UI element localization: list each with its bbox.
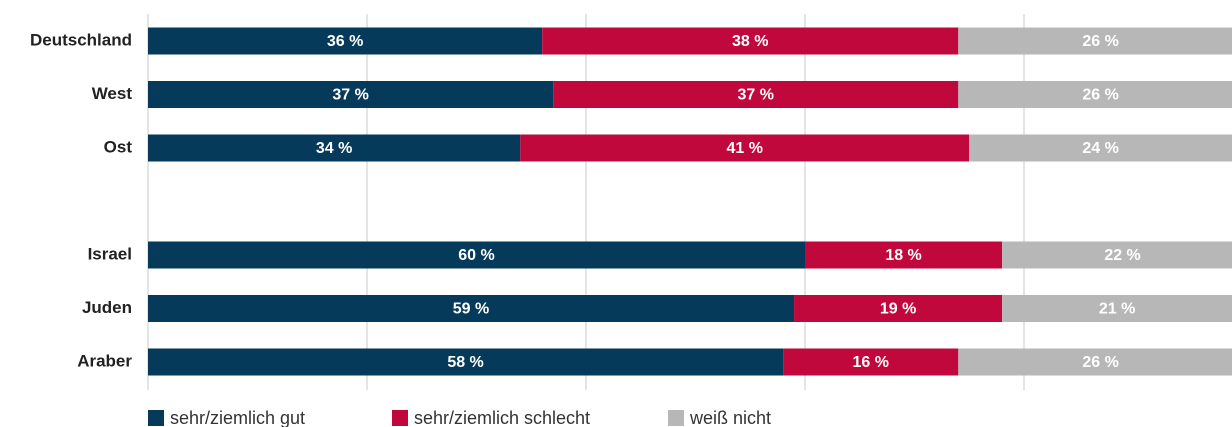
value-label: 36 % xyxy=(327,33,363,50)
bar-segment xyxy=(148,134,521,162)
value-label: 37 % xyxy=(332,87,368,104)
value-label: 21 % xyxy=(1099,301,1135,318)
value-label: 58 % xyxy=(447,354,483,371)
value-label: 26 % xyxy=(1082,354,1118,371)
bar-segment xyxy=(148,241,805,269)
legend-swatch xyxy=(148,410,164,426)
bar-segment xyxy=(148,81,554,108)
legend-swatch xyxy=(392,410,408,426)
bar-segment xyxy=(1002,241,1232,269)
category-label: Araber xyxy=(77,351,132,370)
bar-segment xyxy=(553,81,959,108)
bar-segment xyxy=(520,134,970,162)
value-label: 19 % xyxy=(880,301,916,318)
bar-segment xyxy=(805,241,1003,269)
value-label: 60 % xyxy=(458,247,494,264)
bar-segment xyxy=(542,27,959,55)
bar-segment xyxy=(148,295,795,322)
bar-segment xyxy=(783,348,959,376)
legend-label: sehr/ziemlich schlecht xyxy=(414,408,590,427)
category-label: Israel xyxy=(88,244,132,263)
bar-segment xyxy=(1002,295,1232,322)
category-label: Ost xyxy=(104,137,133,156)
legend-label: sehr/ziemlich gut xyxy=(170,408,305,427)
bar-segment xyxy=(794,295,1003,322)
value-label: 18 % xyxy=(885,247,921,264)
bar-segment xyxy=(148,348,784,376)
value-label: 38 % xyxy=(732,33,768,50)
legend-label: weiß nicht xyxy=(689,408,771,427)
bar-segment xyxy=(958,348,1232,376)
value-label: 16 % xyxy=(852,354,888,371)
value-label: 41 % xyxy=(727,140,763,157)
bar-segment xyxy=(148,27,543,55)
value-label: 34 % xyxy=(316,140,352,157)
value-label: 59 % xyxy=(453,301,489,318)
category-label: Deutschland xyxy=(30,30,132,49)
category-label: Juden xyxy=(82,298,132,317)
category-label: West xyxy=(92,84,133,103)
bar-segment xyxy=(969,134,1232,162)
legend-swatch xyxy=(668,410,684,426)
value-label: 26 % xyxy=(1082,87,1118,104)
bar-segment xyxy=(958,81,1232,108)
value-label: 26 % xyxy=(1082,33,1118,50)
value-label: 22 % xyxy=(1104,247,1140,264)
value-label: 24 % xyxy=(1082,140,1118,157)
bar-segment xyxy=(958,27,1232,55)
value-label: 37 % xyxy=(737,87,773,104)
